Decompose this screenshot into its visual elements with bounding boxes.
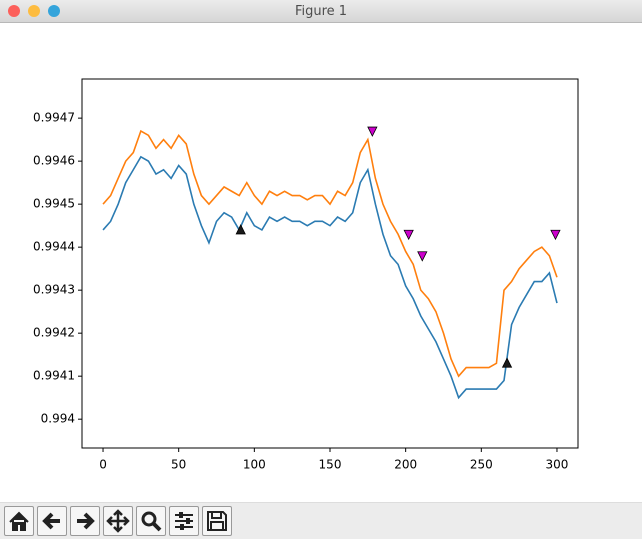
subplots-button[interactable] [169, 506, 199, 536]
forward-button[interactable] [70, 506, 100, 536]
title-bar: Figure 1 [0, 0, 642, 23]
window-title: Figure 1 [294, 4, 348, 19]
x-tick-label: 200 [394, 458, 417, 472]
marker [550, 229, 561, 241]
marker [417, 251, 428, 262]
x-tick-label: 50 [171, 458, 186, 472]
x-tick-label: 150 [319, 458, 342, 472]
y-tick-label: 0.9946 [33, 154, 75, 168]
zoom-button[interactable] [48, 5, 60, 17]
data-line [102, 129, 558, 378]
y-tick-label: 0.9942 [33, 326, 75, 340]
back-button[interactable] [37, 506, 67, 536]
y-tick-label: 0.9947 [33, 111, 75, 125]
x-tick-label: 0 [99, 458, 107, 472]
home-button[interactable] [4, 506, 34, 536]
minimize-button[interactable] [28, 5, 40, 17]
marker [501, 357, 513, 368]
marker [367, 126, 378, 137]
y-tick-label: 0.9945 [33, 197, 75, 211]
data-line [102, 155, 558, 400]
pan-button[interactable] [103, 506, 133, 536]
x-tick-label: 100 [243, 458, 266, 472]
close-button[interactable] [8, 5, 20, 17]
marker [403, 229, 414, 241]
y-tick-label: 0.9941 [33, 369, 75, 383]
plot-area [81, 78, 579, 449]
x-tick-label: 250 [470, 458, 493, 472]
chart: 0.994 0.9941 0.9942 0.9943 0.9944 0.9945 0.994… [33, 78, 579, 472]
marker [235, 224, 246, 235]
y-tick-label: 0.9943 [33, 283, 75, 297]
zoom-tool-button[interactable] [136, 506, 166, 536]
x-tick-label: 300 [546, 458, 569, 472]
y-tick-label: 0.994 [41, 412, 75, 426]
toolbar [0, 502, 642, 539]
y-tick-label: 0.9944 [33, 240, 75, 254]
save-button[interactable] [202, 506, 232, 536]
